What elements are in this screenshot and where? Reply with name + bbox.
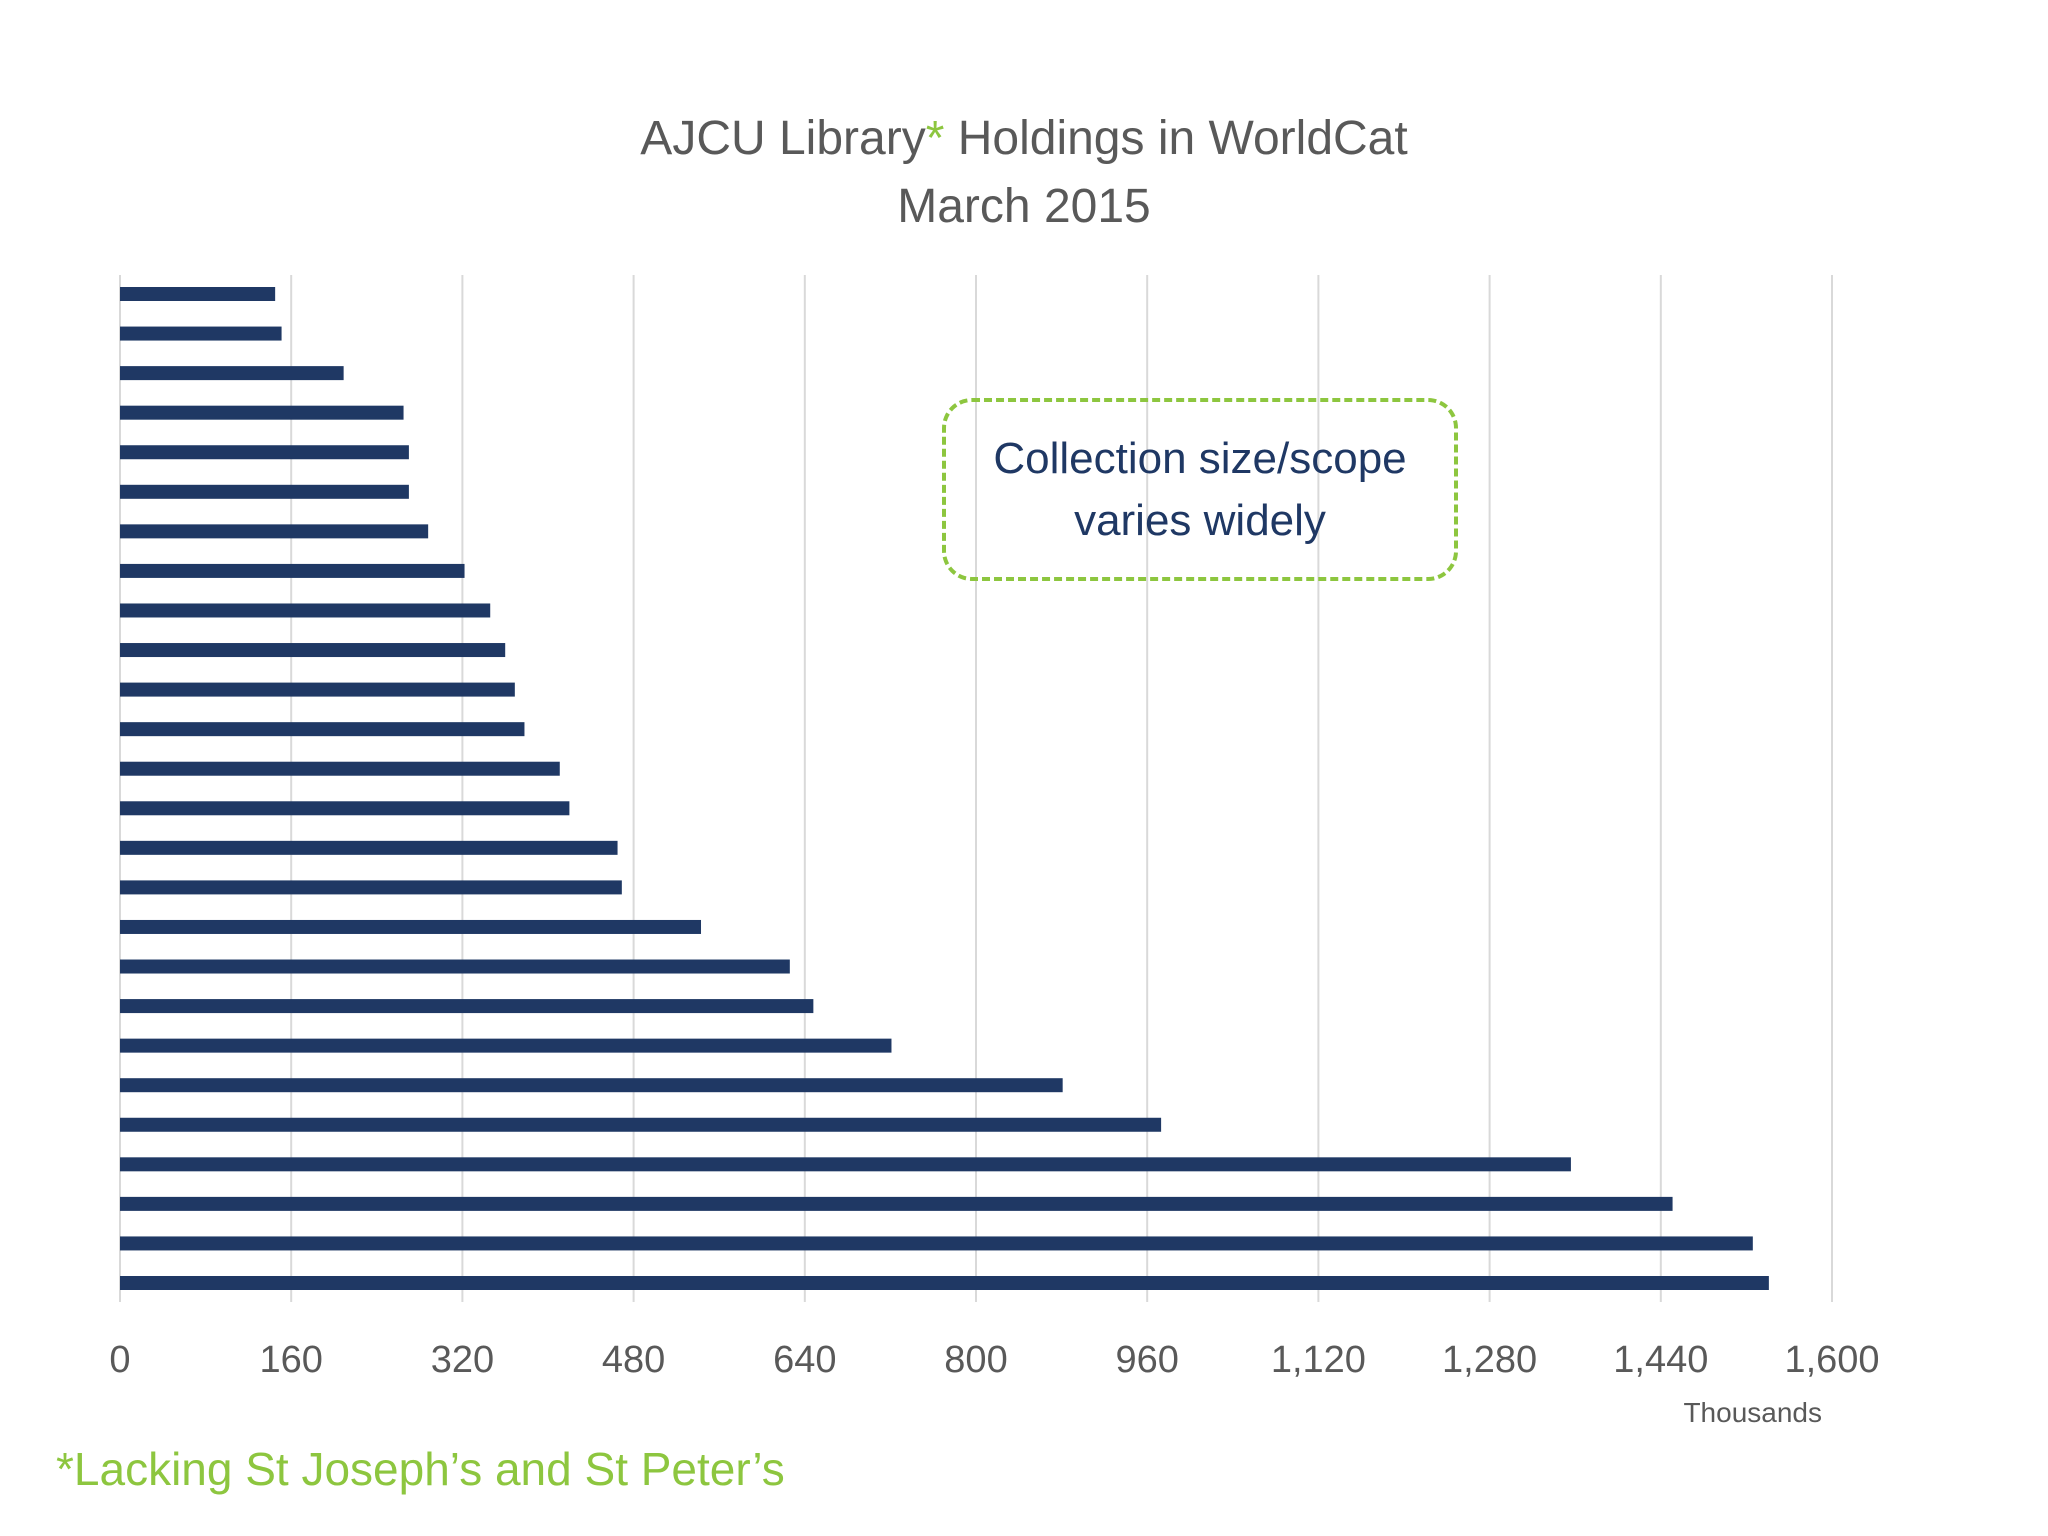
x-tick-label: 1,120 — [1271, 1339, 1366, 1381]
bar — [120, 524, 429, 539]
x-tick-label: 1,600 — [1784, 1339, 1879, 1381]
bar — [120, 682, 515, 697]
bar — [120, 1078, 1063, 1093]
chart-title: AJCU Library* Holdings in WorldCat March… — [0, 105, 2048, 241]
bar — [120, 919, 702, 934]
x-tick-label: 800 — [944, 1339, 1007, 1381]
bar — [120, 959, 790, 974]
chart-title-suffix: Holdings in WorldCat — [944, 112, 1408, 165]
bar — [120, 366, 344, 381]
x-axis-unit-label: Thousands — [1683, 1397, 1822, 1428]
bar — [120, 880, 622, 895]
bar — [120, 722, 525, 737]
bar — [120, 603, 491, 618]
x-tick-label: 480 — [602, 1339, 665, 1381]
callout-text: Collection size/scope varies widely — [993, 433, 1407, 545]
footnote: *Lacking St Joseph’s and St Peter’s — [56, 1443, 785, 1495]
x-tick-label: 320 — [431, 1339, 494, 1381]
bar — [120, 405, 404, 420]
bar — [120, 445, 409, 460]
chart-title-line1: AJCU Library* Holdings in WorldCat — [0, 105, 2048, 173]
bar — [120, 1117, 1162, 1132]
bar — [120, 643, 506, 658]
x-tick-label: 1,440 — [1613, 1339, 1708, 1381]
callout-box: Collection size/scope varies widely — [942, 398, 1458, 581]
bar — [120, 761, 560, 776]
chart-title-prefix: AJCU Library — [640, 112, 926, 165]
bar — [120, 1038, 892, 1053]
chart-title-asterisk: * — [925, 112, 945, 165]
bar — [120, 326, 282, 341]
bar — [120, 1276, 1769, 1290]
bar — [120, 287, 276, 301]
bar — [120, 1196, 1673, 1211]
bar — [120, 563, 465, 578]
bar — [120, 1236, 1753, 1251]
x-tick-label: 1,280 — [1442, 1339, 1537, 1381]
x-tick-label: 160 — [259, 1339, 322, 1381]
x-tick-label: 960 — [1115, 1339, 1178, 1381]
x-axis-ticks: 0 160 320 480 640 800 960 1,120 1,280 1,440 1,600 — [109, 1339, 1879, 1381]
chart-title-line2: March 2015 — [897, 180, 1151, 233]
x-tick-label: 640 — [773, 1339, 836, 1381]
bar — [120, 840, 618, 855]
bar — [120, 484, 409, 499]
bar — [120, 801, 570, 816]
x-tick-label: 0 — [109, 1339, 130, 1381]
bar — [120, 999, 814, 1014]
bar — [120, 1157, 1571, 1172]
bars — [120, 287, 1769, 1290]
